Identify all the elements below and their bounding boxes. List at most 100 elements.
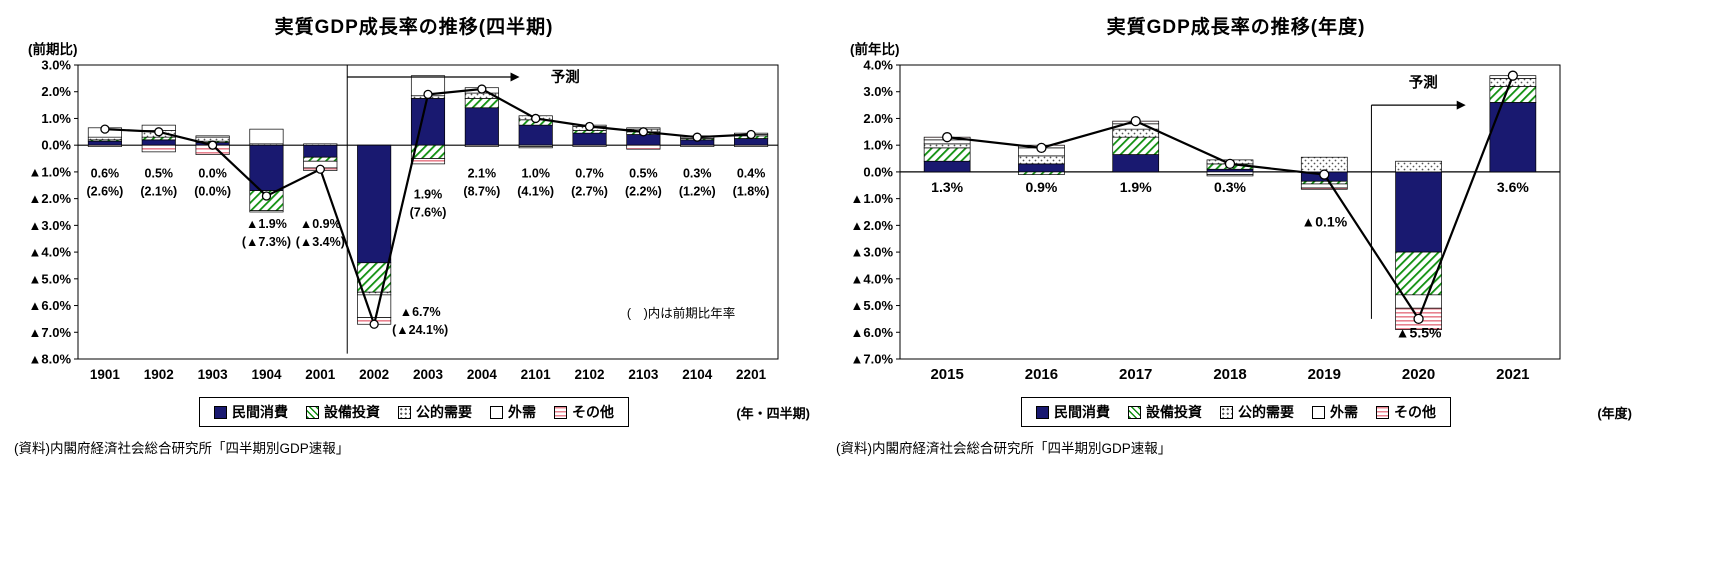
svg-text:▲7.0%: ▲7.0% xyxy=(851,352,894,367)
data-point-marker xyxy=(638,127,649,137)
legend-swatch-external-demand xyxy=(490,405,503,419)
point-label: 0.4% xyxy=(737,166,766,180)
point-label: 2.1% xyxy=(468,166,497,180)
data-point-marker xyxy=(692,132,702,142)
source-note: (資料)内閣府経済社会総合研究所「四半期別GDP速報」 xyxy=(836,441,1172,456)
forecast-annotation: 予測 xyxy=(346,65,580,354)
x-tick-label: 2017 xyxy=(1119,366,1152,383)
quarterly-gdp-plot: 3.0% 2.0% 1.0% 0.0% ▲1.0% ▲2.0% ▲3.0% ▲4.0% ▲5.0… xyxy=(29,58,779,382)
bar-segment-others xyxy=(680,144,715,147)
svg-text:1.0%: 1.0% xyxy=(41,111,71,126)
bar-segment-capital-investment xyxy=(303,156,338,162)
svg-text:▲3.0%: ▲3.0% xyxy=(851,245,894,260)
point-label: ▲5.5% xyxy=(1396,325,1442,341)
x-tick-label: 2201 xyxy=(736,367,767,382)
bar-segment-capital-investment xyxy=(1018,171,1065,175)
point-label: 1.9% xyxy=(1120,179,1152,195)
data-point-marker xyxy=(1413,313,1424,325)
bar-segment-external-demand xyxy=(357,294,392,318)
x-tick-label: 2018 xyxy=(1213,366,1246,383)
legend-row: 民間消費 設備投資 公的需要 外需 その他 (年・四半期) xyxy=(14,397,814,427)
legend-swatch-external-demand xyxy=(1312,405,1325,419)
y-axis: 4.0% 3.0% 2.0% 1.0% 0.0% ▲1.0% ▲2.0% ▲3.0% ▲4.0%… xyxy=(851,58,900,367)
legend-row: 民間消費 設備投資 公的需要 外需 その他 (年度) xyxy=(836,397,1636,427)
annual-gdp-chart-block: (前年比) 実質GDP成長率の推移(年度) 4.0% 3.0% 2.0% 1.0% 0.… xyxy=(836,10,1636,457)
x-tick-label: 2001 xyxy=(305,367,336,382)
point-sublabel: (1.8%) xyxy=(733,184,770,198)
bar-segment-capital-investment xyxy=(923,147,971,162)
point-label: ▲1.9% xyxy=(246,217,287,231)
data-point-marker xyxy=(423,89,433,100)
svg-text:2.0%: 2.0% xyxy=(863,111,893,126)
data-point-marker xyxy=(154,127,164,137)
svg-text:▲6.0%: ▲6.0% xyxy=(851,325,894,340)
bar-segment-external-demand xyxy=(1395,294,1442,309)
bar-segment-private-consumption xyxy=(923,160,971,173)
point-label: 0.5% xyxy=(145,166,174,180)
svg-text:▲2.0%: ▲2.0% xyxy=(29,191,72,206)
data-point-marker xyxy=(941,132,953,143)
bar-segment-private-consumption xyxy=(1206,168,1254,173)
data-point-marker xyxy=(1130,115,1141,127)
bar-segment-public-demand xyxy=(1018,155,1065,165)
data-point-marker xyxy=(584,121,595,132)
x-tick-label: 1904 xyxy=(251,367,282,382)
legend-swatch-capital-investment xyxy=(1128,405,1141,419)
bar-segment-others xyxy=(626,144,661,150)
legend-label: 民間消費 xyxy=(1054,404,1110,420)
bar-segment-others xyxy=(1300,187,1348,190)
point-label: 3.6% xyxy=(1497,179,1529,195)
point-sublabel: (▲24.1%) xyxy=(392,323,448,337)
legend: 民間消費 設備投資 公的需要 外需 その他 xyxy=(1021,397,1451,427)
bar-segment-external-demand xyxy=(249,128,284,145)
data-point-marker xyxy=(369,319,379,329)
point-sublabel: (2.6%) xyxy=(87,184,124,198)
forecast-annotation: 予測 xyxy=(1370,73,1466,319)
bar-segment-private-consumption xyxy=(87,140,122,146)
legend-label: 公的需要 xyxy=(1238,404,1294,420)
legend-item-capital-investment: 設備投資 xyxy=(306,402,380,422)
point-label: 1.3% xyxy=(931,179,963,195)
legend-item-others: その他 xyxy=(554,402,614,422)
bar-segment-private-consumption xyxy=(357,144,392,264)
bar-segment-others xyxy=(734,144,769,147)
bars-layer xyxy=(923,75,1537,330)
legend-item-capital-investment: 設備投資 xyxy=(1128,402,1202,422)
point-label: ▲0.1% xyxy=(1301,214,1347,230)
line-markers xyxy=(100,84,756,329)
point-sublabel: (2.1%) xyxy=(140,184,177,198)
x-tick-label: 2016 xyxy=(1025,366,1058,383)
x-axis-caption: (年・四半期) xyxy=(736,406,810,421)
point-label: 1.0% xyxy=(521,166,550,180)
legend-label: 外需 xyxy=(508,404,536,420)
bar-segment-private-consumption xyxy=(464,107,499,146)
x-tick-label: 2021 xyxy=(1496,366,1529,383)
bar-segment-private-consumption xyxy=(410,98,446,146)
point-sublabel: (1.2%) xyxy=(679,184,716,198)
legend-swatch-others xyxy=(1376,405,1389,419)
bar-segment-private-consumption xyxy=(518,124,553,146)
point-label: ▲0.9% xyxy=(300,217,341,231)
point-label: 0.3% xyxy=(683,166,712,180)
legend-item-external-demand: 外需 xyxy=(1312,402,1358,422)
y-axis: 3.0% 2.0% 1.0% 0.0% ▲1.0% ▲2.0% ▲3.0% ▲4.0% ▲5.0… xyxy=(29,58,78,367)
svg-text:▲5.0%: ▲5.0% xyxy=(29,271,72,286)
data-point-marker xyxy=(207,140,218,150)
point-sublabel: (7.6%) xyxy=(410,206,447,220)
bar-segment-external-demand xyxy=(1300,183,1348,189)
bar-segment-capital-investment xyxy=(141,136,176,141)
source-note: (資料)内閣府経済社会総合研究所「四半期別GDP速報」 xyxy=(14,441,350,456)
annual-gdp-plot: 4.0% 3.0% 2.0% 1.0% 0.0% ▲1.0% ▲2.0% ▲3.0% ▲4.0%… xyxy=(851,58,1561,383)
bar-segment-public-demand xyxy=(87,136,122,141)
svg-text:0.0%: 0.0% xyxy=(41,138,71,153)
legend-swatch-public-demand xyxy=(1220,405,1233,419)
bar-segment-private-consumption xyxy=(249,144,284,191)
point-label: 0.6% xyxy=(91,166,120,180)
legend-item-public-demand: 公的需要 xyxy=(1220,402,1294,422)
legend-label: 設備投資 xyxy=(1146,404,1202,420)
bar-segment-others xyxy=(87,144,122,147)
svg-text:▲7.0%: ▲7.0% xyxy=(29,325,72,340)
point-sublabel: (▲7.3%) xyxy=(242,235,291,249)
svg-text:▲4.0%: ▲4.0% xyxy=(29,245,72,260)
x-axis: 1901 1902 1903 1904 2001 2002 2003 2004 2101 2102… xyxy=(90,367,767,382)
